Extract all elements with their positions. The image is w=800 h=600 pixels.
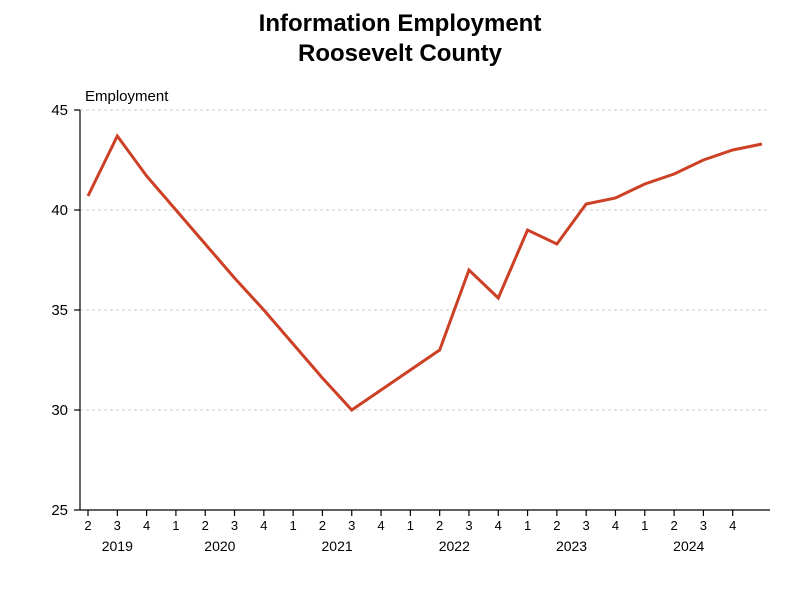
x-quarter-label: 1 bbox=[166, 518, 186, 533]
x-quarter-label: 4 bbox=[254, 518, 274, 533]
x-quarter-label: 2 bbox=[195, 518, 215, 533]
x-quarter-label: 3 bbox=[576, 518, 596, 533]
y-tick-label: 40 bbox=[0, 202, 68, 219]
x-quarter-label: 3 bbox=[459, 518, 479, 533]
y-tick-label: 30 bbox=[0, 402, 68, 419]
x-quarter-label: 4 bbox=[371, 518, 391, 533]
y-tick-label: 25 bbox=[0, 502, 68, 519]
x-quarter-label: 3 bbox=[342, 518, 362, 533]
x-quarter-label: 1 bbox=[400, 518, 420, 533]
x-year-label: 2022 bbox=[424, 538, 484, 554]
x-quarter-label: 4 bbox=[137, 518, 157, 533]
x-year-label: 2024 bbox=[659, 538, 719, 554]
x-quarter-label: 1 bbox=[283, 518, 303, 533]
x-quarter-label: 2 bbox=[547, 518, 567, 533]
y-tick-label: 35 bbox=[0, 302, 68, 319]
x-quarter-label: 2 bbox=[78, 518, 98, 533]
x-quarter-label: 2 bbox=[664, 518, 684, 533]
x-quarter-label: 3 bbox=[107, 518, 127, 533]
x-year-label: 2019 bbox=[87, 538, 147, 554]
chart-svg bbox=[0, 0, 800, 600]
x-quarter-label: 4 bbox=[488, 518, 508, 533]
x-year-label: 2021 bbox=[307, 538, 367, 554]
x-quarter-label: 3 bbox=[693, 518, 713, 533]
y-tick-label: 45 bbox=[0, 102, 68, 119]
data-line bbox=[88, 136, 762, 410]
x-quarter-label: 4 bbox=[723, 518, 743, 533]
x-year-label: 2020 bbox=[190, 538, 250, 554]
x-quarter-label: 1 bbox=[518, 518, 538, 533]
x-year-label: 2023 bbox=[542, 538, 602, 554]
x-quarter-label: 2 bbox=[312, 518, 332, 533]
x-quarter-label: 2 bbox=[430, 518, 450, 533]
x-quarter-label: 1 bbox=[635, 518, 655, 533]
x-quarter-label: 4 bbox=[605, 518, 625, 533]
chart-container: Information Employment Roosevelt County … bbox=[0, 0, 800, 600]
x-quarter-label: 3 bbox=[225, 518, 245, 533]
